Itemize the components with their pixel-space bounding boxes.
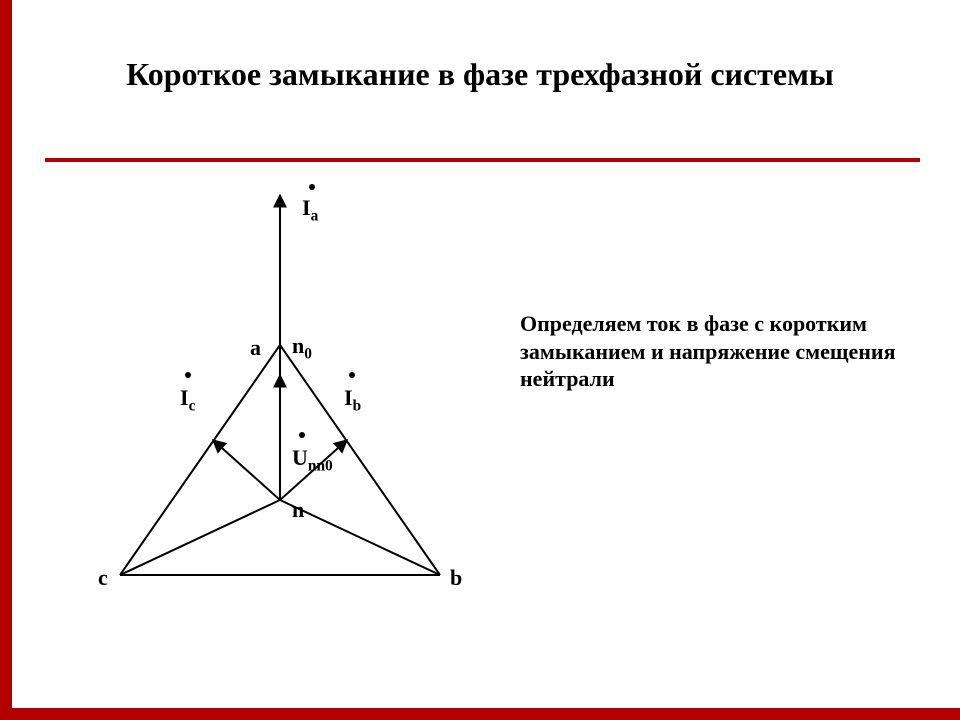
label-a: a bbox=[250, 335, 261, 361]
phasor-diagram: Ia Ib Ic a n0 Unn0 n c b bbox=[60, 175, 500, 615]
page-title: Короткое замыкание в фазе трехфазной сис… bbox=[60, 55, 900, 93]
label-Ib: Ib bbox=[344, 385, 361, 411]
label-Ic: Ic bbox=[180, 385, 195, 411]
slide-border-left bbox=[0, 0, 12, 720]
dot-Unn0 bbox=[299, 432, 305, 438]
dot-Ib bbox=[349, 372, 355, 378]
title-rule bbox=[45, 158, 920, 162]
label-b: b bbox=[450, 565, 462, 591]
label-n: n bbox=[292, 497, 304, 523]
dot-Ia bbox=[309, 184, 315, 190]
label-n0: n0 bbox=[292, 333, 312, 359]
side-description: Определяем ток в фазе с коротким замыкан… bbox=[520, 310, 920, 393]
dot-Ic bbox=[185, 372, 191, 378]
label-c: c bbox=[98, 565, 108, 591]
label-Unn0: Unn0 bbox=[292, 445, 333, 471]
phasor-diagram-svg bbox=[60, 175, 500, 615]
slide-border-bottom bbox=[0, 708, 960, 720]
label-Ia: Ia bbox=[302, 195, 318, 221]
